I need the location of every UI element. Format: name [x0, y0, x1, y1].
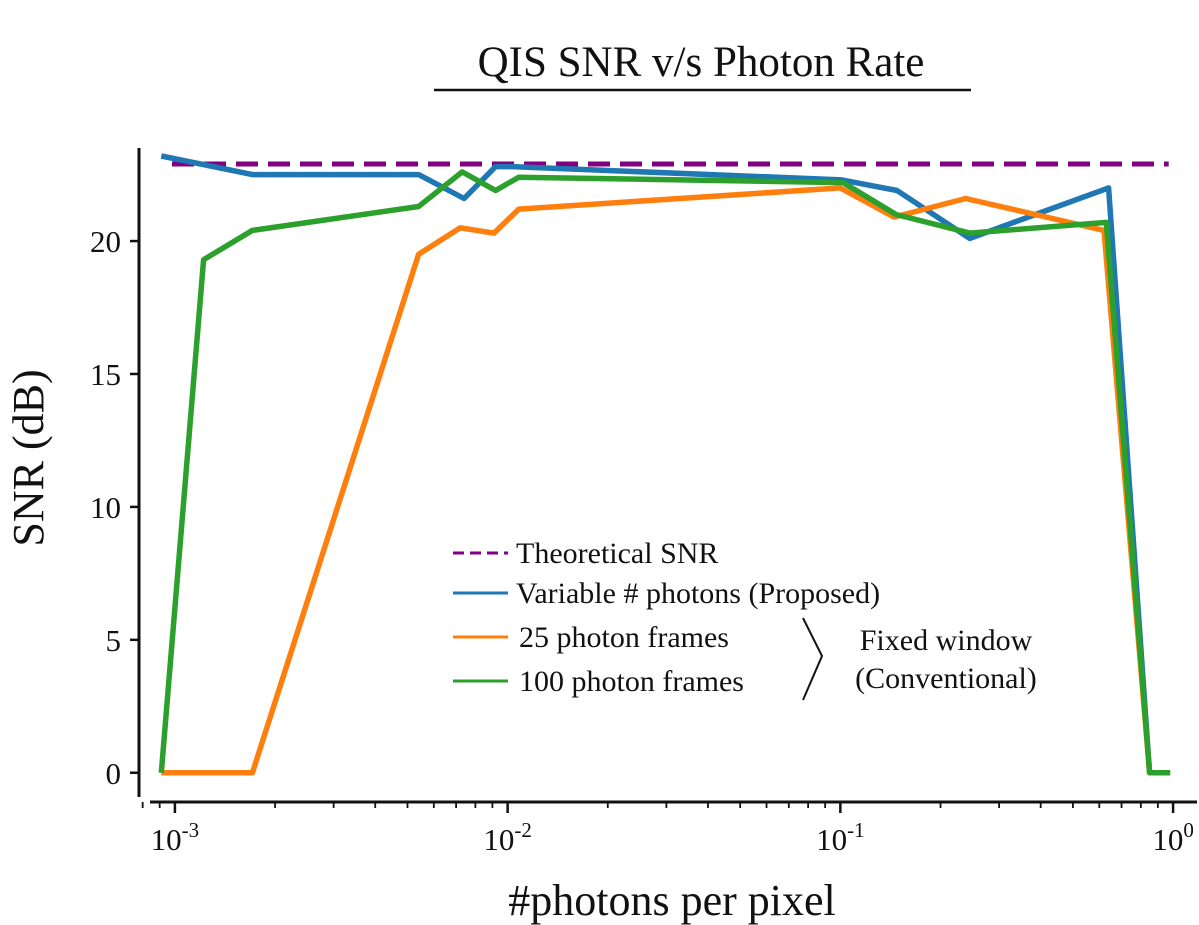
- series-variable-photons: [160, 153, 1153, 773]
- legend-label-proposed: Variable # photons (Proposed): [516, 577, 880, 610]
- x-tick-label: 10-3: [151, 818, 200, 857]
- legend-label-25-frames: 25 photon frames: [519, 621, 729, 654]
- legend-label-100-frames: 100 photon frames: [519, 665, 744, 698]
- series-layer: [158, 153, 1171, 776]
- y-tick-label: 20: [90, 224, 121, 259]
- y-tick-label: 5: [106, 623, 122, 658]
- y-tick-label: 10: [90, 490, 121, 525]
- x-ticks: 10-3 10-2 10-1 100: [141, 802, 1194, 857]
- y-tick-label: 0: [106, 756, 122, 791]
- y-ticks: 0 5 10 15 20: [90, 224, 139, 791]
- legend-label-theoretical: Theoretical SNR: [516, 537, 718, 570]
- chart-title: QIS SNR v/s Photon Rate: [478, 39, 925, 86]
- fixed-window-label: Fixed window: [860, 624, 1033, 657]
- legend: Theoretical SNR Variable # photons (Prop…: [453, 537, 1037, 701]
- x-tick-label: 100: [1152, 818, 1194, 857]
- series-100-photon-frames: [158, 169, 1171, 776]
- x-axis-label: #photons per pixel: [508, 876, 836, 925]
- fixed-window-bracket: [802, 617, 824, 701]
- y-axis-label: SNR (dB): [4, 369, 53, 546]
- conventional-label: (Conventional): [855, 662, 1037, 695]
- x-tick-label: 10-2: [483, 818, 532, 857]
- y-tick-label: 15: [90, 357, 121, 392]
- x-tick-label: 10-1: [816, 818, 865, 857]
